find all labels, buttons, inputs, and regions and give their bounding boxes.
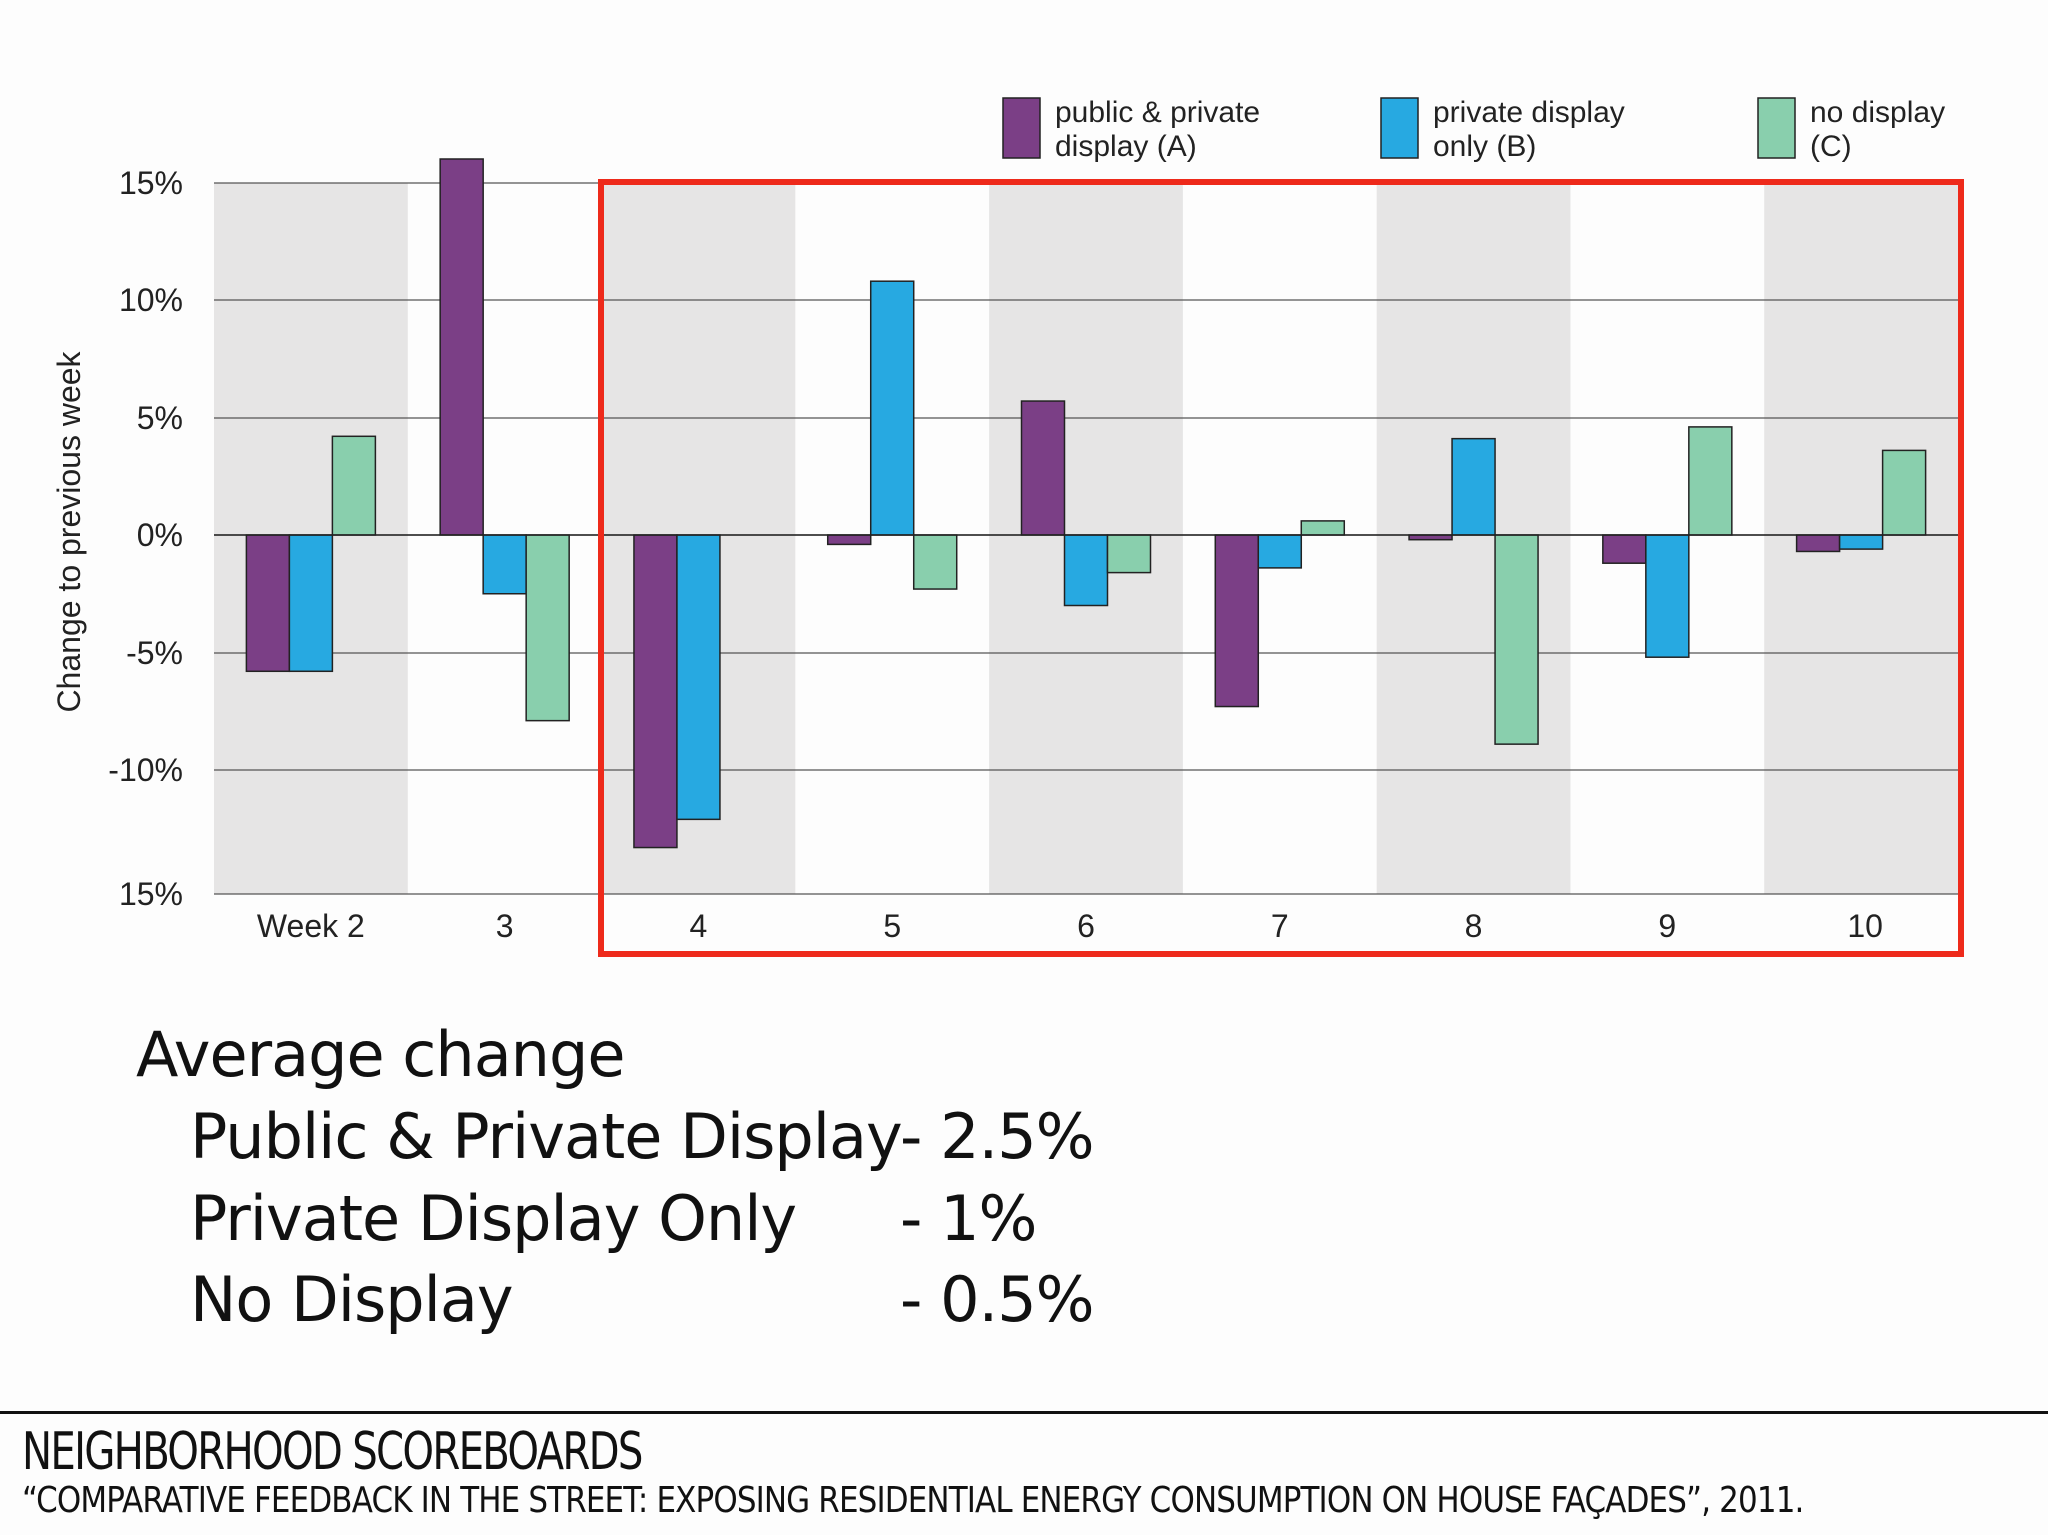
x-tick-label: 4 bbox=[690, 908, 708, 944]
bar bbox=[1063, 534, 1109, 607]
bar bbox=[1881, 449, 1927, 536]
average-value: - 0.5% bbox=[900, 1263, 1095, 1336]
bar bbox=[1020, 400, 1066, 536]
y-tick-label: 5% bbox=[137, 400, 183, 436]
bar bbox=[245, 534, 291, 673]
x-tick-label: 3 bbox=[496, 908, 514, 944]
average-value: - 2.5% bbox=[900, 1100, 1095, 1173]
x-tick-label: 7 bbox=[1271, 908, 1289, 944]
average-label: Public & Private Display bbox=[190, 1100, 903, 1173]
x-tick-label: 8 bbox=[1465, 908, 1483, 944]
bar bbox=[676, 534, 721, 821]
bar-chart: 15% 10% 5% 0% -5% -10% 15% Change to previous w… bbox=[51, 96, 1964, 957]
y-tick-label: 10% bbox=[119, 282, 183, 318]
bar bbox=[633, 534, 678, 849]
bar bbox=[1688, 426, 1733, 536]
y-tick-label: 15% bbox=[119, 165, 183, 201]
bar bbox=[1838, 534, 1884, 550]
legend-label: public & private bbox=[1055, 96, 1260, 129]
y-tick-label: -10% bbox=[108, 752, 183, 788]
y-tick-label: -5% bbox=[126, 635, 183, 671]
bar bbox=[1602, 534, 1647, 564]
bar bbox=[482, 534, 527, 595]
bar bbox=[1494, 534, 1539, 745]
bar bbox=[1645, 534, 1690, 658]
x-tick-label: 5 bbox=[883, 908, 901, 944]
column-shade bbox=[1376, 183, 1571, 894]
legend-label: (C) bbox=[1810, 130, 1852, 163]
bar bbox=[1214, 534, 1260, 708]
y-tick-label: 0% bbox=[137, 517, 183, 553]
footer-divider bbox=[0, 1411, 2048, 1414]
footer-title: NEIGHBORHOOD SCOREBOARDS bbox=[22, 1422, 643, 1482]
bar bbox=[1795, 534, 1841, 553]
average-value: - 1% bbox=[900, 1182, 1037, 1255]
bar bbox=[439, 158, 484, 536]
bar bbox=[288, 534, 334, 673]
bar bbox=[331, 435, 377, 536]
y-axis-label: Change to previous week bbox=[51, 350, 87, 712]
bar bbox=[1451, 437, 1496, 536]
average-label: Private Display Only bbox=[190, 1182, 797, 1255]
x-tick-label: 9 bbox=[1658, 908, 1676, 944]
bar bbox=[1257, 534, 1303, 569]
highlight-box bbox=[598, 179, 1964, 957]
legend-label: no display bbox=[1810, 96, 1945, 129]
footer-citation: “COMPARATIVE FEEDBACK IN THE STREET: EXP… bbox=[22, 1480, 1804, 1521]
average-label: No Display bbox=[190, 1263, 514, 1336]
legend-label: only (B) bbox=[1433, 130, 1536, 163]
legend-label: display (A) bbox=[1055, 130, 1197, 163]
legend-swatch bbox=[1380, 97, 1419, 159]
x-tick-label: Week 2 bbox=[257, 908, 365, 944]
bar bbox=[869, 280, 915, 536]
average-change-title: Average change bbox=[136, 1018, 625, 1091]
legend-swatch bbox=[1757, 97, 1796, 159]
legend-label: private display bbox=[1433, 96, 1625, 129]
bar bbox=[912, 534, 958, 590]
x-tick-label: 10 bbox=[1847, 908, 1883, 944]
bar bbox=[1106, 534, 1152, 574]
bar bbox=[1300, 520, 1346, 536]
bar bbox=[525, 534, 570, 722]
bar bbox=[826, 534, 872, 546]
y-tick-label: 15% bbox=[119, 876, 183, 912]
legend-swatch bbox=[1002, 97, 1041, 159]
x-tick-label: 6 bbox=[1077, 908, 1095, 944]
